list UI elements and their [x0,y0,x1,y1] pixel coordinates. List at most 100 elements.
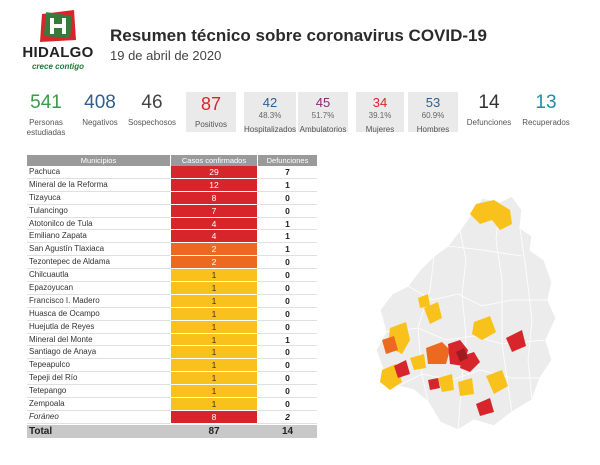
table-row: Mineral del Monte 1 1 [27,333,317,347]
table-body: Pachuca 29 7 Mineral de la Reforma 12 1 Tizayu… [27,166,317,424]
table-row: Huasca de Ocampo 1 0 [27,307,317,321]
cell-casos: 1 [171,294,257,308]
stat-personas-estudiadas: 541 Personas estudiadas [22,92,70,138]
stat-defunciones: 14 Defunciones [462,92,516,128]
stat-hombres: 53 60.9% Hombres [408,92,458,134]
table-row: Chilcuautla 1 0 [27,269,317,283]
stats-bar: 541 Personas estudiadas 408 Negativos 46… [0,92,600,148]
stat-value: 14 [478,92,500,113]
cell-defunciones: 0 [258,359,317,373]
stat-mujeres: 34 39.1% Mujeres [356,92,404,134]
cell-defunciones: 1 [258,334,317,347]
cell-defunciones: 0 [258,192,317,205]
table-row: Foráneo 8 2 [27,410,317,424]
stat-label: Negativos [82,118,118,127]
table-row: Francisco I. Madero 1 0 [27,294,317,308]
cell-casos: 1 [171,269,257,283]
cell-defunciones: 0 [258,398,317,411]
cell-casos: 29 [171,166,257,179]
stat-percent: 60.9% [421,111,445,120]
total-casos: 87 [208,425,220,437]
cell-municipio: Atotonilco de Tula [27,218,170,231]
table-row: Zempoala 1 0 [27,398,317,411]
cell-casos: 1 [171,398,257,411]
cell-defunciones: 7 [258,166,317,179]
cell-defunciones: 0 [258,269,317,283]
stat-hospitalizados: 42 48.3% Hospitalizados [244,92,296,134]
table-row: Tepeapulco 1 0 [27,359,317,373]
stat-recuperados: 13 Recuperados [518,92,574,128]
cell-casos: 7 [171,204,257,218]
cell-casos: 8 [171,191,257,205]
cell-municipio: Pachuca [27,166,170,179]
table-row: Pachuca 29 7 [27,166,317,179]
cell-municipio: Tezontepec de Aldama [27,256,170,270]
stat-label: Ambulatorios [299,125,347,134]
cell-defunciones: 0 [258,308,317,321]
cell-casos: 1 [171,282,257,295]
stat-ambulatorios: 45 51.7% Ambulatorios [298,92,348,134]
stat-label: Hombres [416,125,450,134]
stat-percent: 51.7% [311,111,335,120]
table-row: Tetepango 1 0 [27,385,317,399]
stat-label: Recuperados [522,118,570,127]
stat-percent: 39.1% [368,111,392,120]
table-row: Tizayuca 8 0 [27,191,317,205]
cell-defunciones: 1 [258,230,317,244]
total-defunciones: 14 [281,425,294,437]
cell-municipio: Mineral del Monte [27,334,170,347]
cell-casos: 1 [171,307,257,321]
cell-municipio: San Agustín Tlaxiaca [27,243,170,257]
hidalgo-map [375,195,557,431]
logo-tagline: crece contigo [31,62,84,71]
table-row: Huejutla de Reyes 1 0 [27,320,317,334]
cell-municipio: Huejutla de Reyes [27,321,170,334]
column-header-municipios: Municipios [27,155,170,166]
stat-value: 46 [141,92,163,113]
stat-positivos: 87 Positivos [186,92,236,132]
stat-label: Personas estudiadas [26,118,66,137]
page-title: Resumen técnico sobre coronavirus COVID-… [110,26,487,45]
table-row: Mineral de la Reforma 12 1 [27,178,317,192]
cell-municipio: Francisco I. Madero [27,295,170,308]
column-header-defunciones: Defunciones [258,155,317,166]
stat-value: 34 [372,95,388,110]
cell-defunciones: 1 [258,218,317,231]
cell-casos: 1 [171,346,257,360]
table-row: Atotonilco de Tula 4 1 [27,217,317,231]
stat-label: Sospechosos [127,118,177,127]
cell-casos: 1 [171,385,257,399]
table-header: Municipios Casos confirmados Defunciones [27,155,317,166]
table-row: Emiliano Zapata 4 1 [27,230,317,244]
table-row: Epazoyucan 1 0 [27,282,317,295]
cell-casos: 2 [171,243,257,257]
cell-casos: 12 [171,178,257,192]
cell-casos: 1 [171,359,257,373]
cell-municipio: Tepeapulco [27,359,170,373]
cell-municipio: Tizayuca [27,192,170,205]
stat-value: 541 [30,92,62,113]
stat-label: Defunciones [466,118,512,127]
cell-defunciones: 0 [258,282,317,295]
stat-value: 42 [262,95,278,110]
stat-value: 13 [535,92,557,113]
cell-casos: 2 [171,256,257,270]
table-row: Tulancingo 7 0 [27,204,317,218]
stat-value: 45 [315,95,331,110]
municipios-table: Municipios Casos confirmados Defunciones… [27,155,317,438]
cell-defunciones: 0 [258,205,317,218]
stat-percent: 48.3% [258,111,282,120]
cell-defunciones: 1 [258,179,317,192]
cell-casos: 4 [171,217,257,231]
table-total-row: Total 87 14 [27,424,317,438]
cell-municipio: Huasca de Ocampo [27,308,170,321]
hidalgo-h-icon [40,10,76,42]
cell-casos: 8 [171,410,257,424]
cell-defunciones: 0 [258,256,317,270]
cell-defunciones: 0 [258,295,317,308]
cell-municipio: Santiago de Anaya [27,346,170,360]
cell-municipio: Tulancingo [27,205,170,218]
cell-casos: 4 [171,230,257,244]
stat-label: Positivos [194,120,227,129]
stat-negativos: 408 Negativos [78,92,122,128]
